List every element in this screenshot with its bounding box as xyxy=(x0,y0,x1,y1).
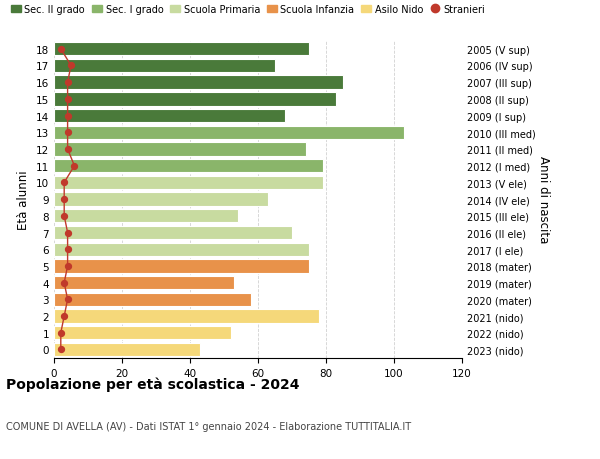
Point xyxy=(63,230,73,237)
Bar xyxy=(54,176,323,190)
Bar xyxy=(54,276,234,290)
Point xyxy=(63,96,73,103)
Bar xyxy=(54,343,200,356)
Bar xyxy=(54,326,231,340)
Point xyxy=(59,280,69,287)
Bar xyxy=(54,243,309,256)
Point xyxy=(56,346,65,353)
Bar xyxy=(54,76,343,90)
Bar xyxy=(54,93,336,106)
Point xyxy=(63,263,73,270)
Point xyxy=(63,112,73,120)
Bar xyxy=(54,60,275,73)
Point xyxy=(63,146,73,153)
Bar xyxy=(54,43,309,56)
Point xyxy=(63,129,73,137)
Bar xyxy=(54,226,292,240)
Point xyxy=(56,330,65,337)
Bar xyxy=(54,193,268,207)
Y-axis label: Anni di nascita: Anni di nascita xyxy=(536,156,550,243)
Bar xyxy=(54,293,251,306)
Point xyxy=(63,246,73,253)
Legend: Sec. II grado, Sec. I grado, Scuola Primaria, Scuola Infanzia, Asilo Nido, Stran: Sec. II grado, Sec. I grado, Scuola Prim… xyxy=(11,5,485,15)
Text: Popolazione per età scolastica - 2024: Popolazione per età scolastica - 2024 xyxy=(6,376,299,391)
Bar xyxy=(54,210,238,223)
Y-axis label: Età alunni: Età alunni xyxy=(17,170,31,230)
Bar xyxy=(54,160,323,173)
Point xyxy=(59,213,69,220)
Bar xyxy=(54,310,319,323)
Point xyxy=(66,62,76,70)
Point xyxy=(59,179,69,187)
Bar xyxy=(54,143,305,157)
Bar xyxy=(54,126,404,140)
Point xyxy=(59,313,69,320)
Point xyxy=(70,162,79,170)
Bar xyxy=(54,110,285,123)
Point xyxy=(56,46,65,53)
Text: COMUNE DI AVELLA (AV) - Dati ISTAT 1° gennaio 2024 - Elaborazione TUTTITALIA.IT: COMUNE DI AVELLA (AV) - Dati ISTAT 1° ge… xyxy=(6,421,411,431)
Point xyxy=(63,296,73,303)
Point xyxy=(59,196,69,203)
Bar xyxy=(54,260,309,273)
Point xyxy=(63,79,73,87)
